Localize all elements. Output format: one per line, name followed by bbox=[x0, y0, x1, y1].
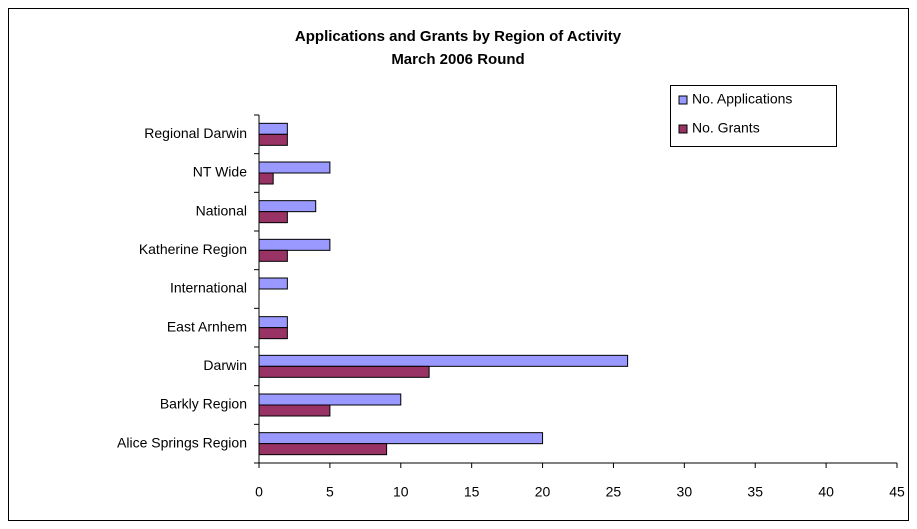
legend-swatch bbox=[678, 95, 688, 105]
bar bbox=[258, 316, 288, 329]
x-tick-label: 35 bbox=[747, 484, 763, 500]
bar bbox=[258, 172, 274, 185]
bar bbox=[258, 354, 629, 367]
x-tick-label: 25 bbox=[606, 484, 622, 500]
x-tick-label: 30 bbox=[677, 484, 693, 500]
y-tick-label: East Arnhem bbox=[167, 318, 247, 334]
y-tick-label: Alice Springs Region bbox=[117, 434, 247, 450]
bar bbox=[258, 432, 544, 445]
chart-title: Applications and Grants by Region of Act… bbox=[295, 28, 622, 45]
bar bbox=[258, 443, 388, 456]
y-tick-label: Regional Darwin bbox=[144, 125, 247, 141]
bar bbox=[258, 133, 288, 146]
legend-swatch bbox=[678, 124, 688, 134]
bar bbox=[258, 365, 430, 378]
x-tick-label: 15 bbox=[464, 484, 480, 500]
x-tick-label: 10 bbox=[393, 484, 409, 500]
legend-label: No. Applications bbox=[692, 91, 792, 107]
x-tick-label: 0 bbox=[255, 484, 263, 500]
x-tick-label: 40 bbox=[818, 484, 834, 500]
y-tick-label: International bbox=[170, 280, 247, 296]
y-tick-label: Darwin bbox=[203, 357, 247, 373]
bar bbox=[258, 393, 402, 406]
y-tick-label: Katherine Region bbox=[139, 241, 247, 257]
y-tick-label: NT Wide bbox=[193, 164, 247, 180]
y-tick-label: National bbox=[196, 202, 247, 218]
bar bbox=[258, 277, 288, 290]
x-tick-label: 45 bbox=[889, 484, 905, 500]
bar bbox=[258, 211, 288, 224]
legend-label: No. Grants bbox=[692, 120, 760, 136]
x-tick-label: 5 bbox=[326, 484, 334, 500]
chart-subtitle: March 2006 Round bbox=[391, 51, 524, 68]
bar bbox=[258, 122, 288, 135]
x-tick-label: 20 bbox=[535, 484, 551, 500]
legend-box bbox=[670, 85, 837, 147]
bar bbox=[258, 161, 331, 174]
bar bbox=[258, 327, 288, 340]
y-tick-label: Barkly Region bbox=[160, 396, 247, 412]
bar bbox=[258, 404, 331, 417]
bar bbox=[258, 200, 317, 213]
bar bbox=[258, 249, 288, 262]
bar bbox=[258, 238, 331, 251]
